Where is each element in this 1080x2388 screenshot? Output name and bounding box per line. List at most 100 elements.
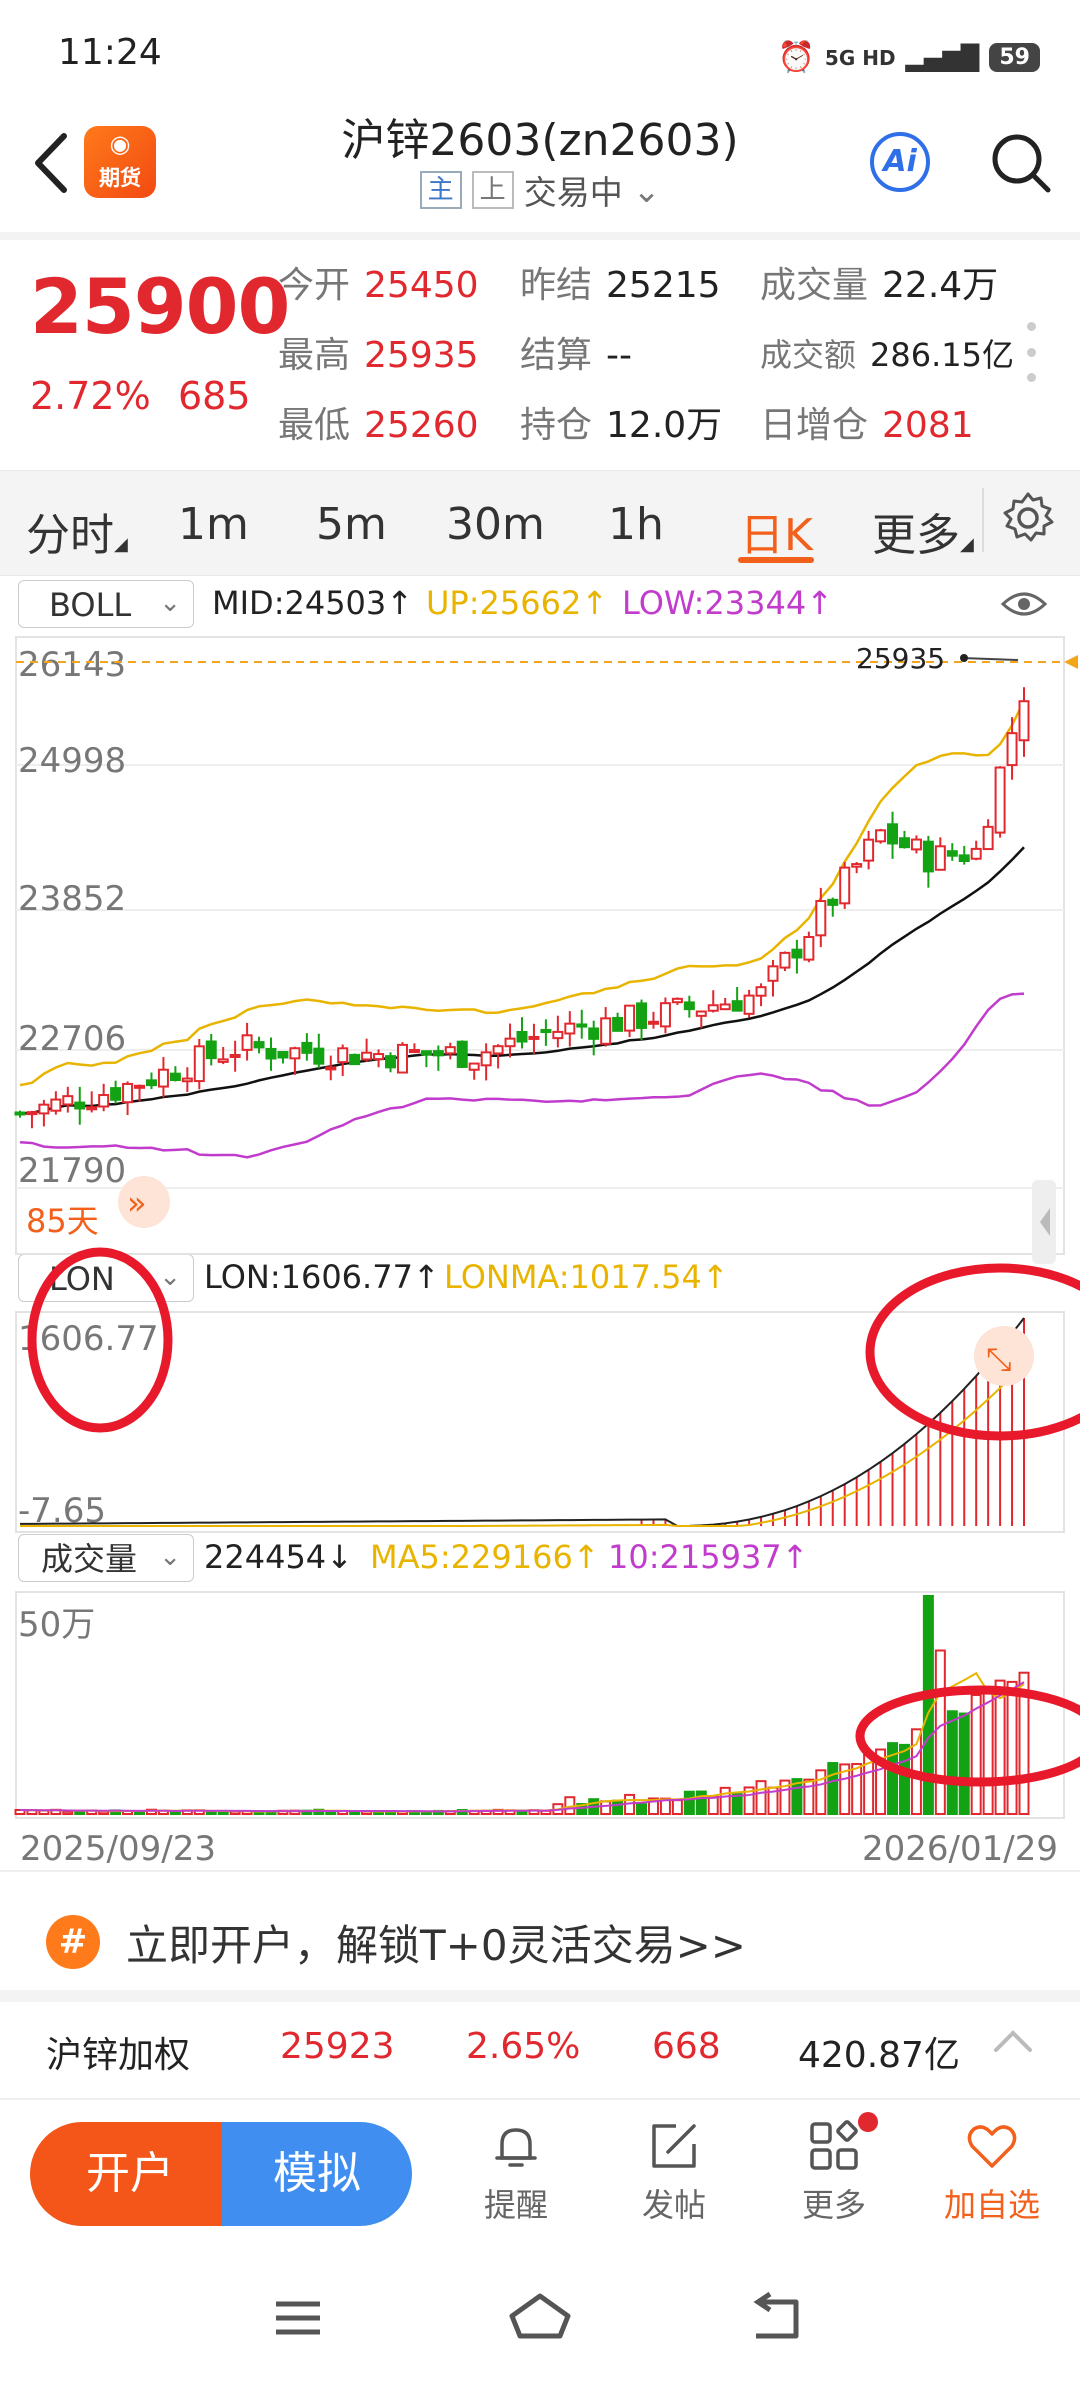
more-quote-icon[interactable] bbox=[1026, 322, 1036, 382]
quote-turnover: 成交额 286.15亿 bbox=[760, 336, 1014, 374]
expand-icon[interactable] bbox=[118, 1176, 170, 1228]
eye-icon[interactable] bbox=[1000, 588, 1048, 620]
tab-1m[interactable]: 1m bbox=[178, 499, 249, 550]
ai-assistant-button[interactable]: Ai bbox=[870, 132, 930, 192]
notification-dot bbox=[858, 2112, 878, 2132]
back-icon[interactable] bbox=[26, 128, 76, 198]
volume-bar bbox=[791, 1778, 803, 1816]
price-axis-tick: 23852 bbox=[18, 879, 126, 919]
chevron-up-icon[interactable] bbox=[988, 2020, 1038, 2060]
fullscreen-button[interactable] bbox=[974, 1326, 1034, 1386]
candle-body bbox=[373, 1053, 385, 1061]
candle-body bbox=[552, 1030, 564, 1040]
volume-value: 224454↓ bbox=[204, 1538, 353, 1576]
nav-post[interactable]: 发帖 bbox=[624, 2118, 724, 2226]
candle-body bbox=[289, 1047, 301, 1060]
volume-indicator-select[interactable]: 成交量 ⌄ bbox=[18, 1534, 194, 1582]
gear-icon[interactable] bbox=[1000, 490, 1056, 546]
candle-body bbox=[767, 965, 779, 982]
candle-body bbox=[26, 1111, 38, 1116]
price-axis-tick: 21790 bbox=[18, 1151, 126, 1191]
divider bbox=[0, 2098, 1080, 2100]
candle-body bbox=[74, 1101, 86, 1110]
nav-alert[interactable]: 提醒 bbox=[466, 2118, 566, 2226]
search-icon[interactable] bbox=[986, 128, 1056, 198]
lonma-value: LONMA:1017.54↑ bbox=[444, 1258, 729, 1296]
tab-more[interactable]: 更多◢ bbox=[872, 510, 974, 561]
lon-axis-top: 1606.77 bbox=[18, 1319, 159, 1359]
contract-status[interactable]: 主 上 交易中 ⌄ bbox=[0, 166, 1080, 214]
weighted-price: 25923 bbox=[280, 2026, 395, 2067]
candle-body bbox=[241, 1034, 253, 1051]
volume-axis-top: 50万 bbox=[18, 1605, 95, 1645]
candle-body bbox=[110, 1087, 122, 1101]
boll-up: UP:25662↑ bbox=[426, 584, 609, 622]
volume-ma5: MA5:229166↑ bbox=[370, 1538, 600, 1576]
candle-body bbox=[851, 863, 863, 868]
candle-body bbox=[301, 1041, 313, 1054]
boll-up-line bbox=[19, 700, 1026, 1087]
candle-body bbox=[253, 1041, 265, 1049]
nav-add-watchlist[interactable]: 加自选 bbox=[942, 2118, 1042, 2226]
candle-body bbox=[444, 1046, 456, 1055]
simulate-button[interactable]: 模拟 bbox=[222, 2122, 412, 2226]
candle-body bbox=[385, 1055, 397, 1069]
weighted-pct: 2.65% bbox=[466, 2026, 581, 2067]
tab-5m[interactable]: 5m bbox=[316, 499, 387, 550]
trade-status: 交易中 bbox=[523, 173, 623, 212]
back-nav-icon[interactable] bbox=[753, 2291, 799, 2339]
volume-bar bbox=[994, 1679, 1006, 1816]
lon-bars bbox=[640, 1318, 1025, 1526]
change-percent: 2.72% bbox=[30, 374, 151, 418]
kline-chart[interactable]: 26143 24998 23852 22706 21790 25935 85天 … bbox=[0, 630, 1080, 1870]
candle-body bbox=[277, 1050, 289, 1059]
open-account-promo[interactable]: 立即开户，解锁T+0灵活交易>> bbox=[126, 1921, 746, 1970]
date-end: 2026/01/29 bbox=[862, 1829, 1058, 1869]
candle-body bbox=[875, 829, 887, 843]
candle-body bbox=[38, 1103, 50, 1115]
candle-body bbox=[349, 1053, 361, 1066]
candle-body bbox=[922, 840, 934, 873]
boll-mid-line bbox=[19, 846, 1025, 1115]
tab-daily-k[interactable]: 日K bbox=[740, 510, 813, 561]
price-panel-frame bbox=[15, 636, 1065, 1255]
resize-icon: ⤡ bbox=[986, 1340, 1012, 1378]
tab-30m[interactable]: 30m bbox=[446, 499, 545, 550]
tab-intraday[interactable]: 分时◢ bbox=[26, 510, 128, 561]
double-chevron-icon: » bbox=[127, 1184, 147, 1222]
weighted-name: 沪锌加权 bbox=[46, 2035, 191, 2076]
edit-icon bbox=[652, 2124, 696, 2168]
candle-body bbox=[564, 1022, 576, 1035]
candle-body bbox=[516, 1030, 528, 1043]
candle-body bbox=[492, 1045, 504, 1055]
volume-bar bbox=[779, 1779, 791, 1815]
quote-open: 今开 25450 bbox=[278, 265, 479, 306]
candle-body bbox=[361, 1051, 373, 1061]
weighted-index-bar[interactable] bbox=[0, 2002, 1080, 2100]
signal-label: 5G HD bbox=[824, 45, 896, 70]
system-nav-bar bbox=[276, 2291, 799, 2339]
nav-more[interactable]: 更多 bbox=[784, 2118, 884, 2226]
volume-bar bbox=[898, 1743, 910, 1816]
candle-body bbox=[325, 1066, 337, 1071]
candle-body bbox=[432, 1050, 444, 1057]
menu-icon[interactable] bbox=[276, 2301, 320, 2335]
candle-body bbox=[934, 845, 946, 871]
candle-body bbox=[468, 1062, 480, 1071]
tab-1h[interactable]: 1h bbox=[608, 499, 664, 550]
lonma-line bbox=[20, 1363, 1025, 1527]
days-count-label: 85天 bbox=[26, 1202, 99, 1240]
annotation-circle bbox=[855, 1685, 1080, 1787]
volume-bars bbox=[14, 1595, 1030, 1816]
open-account-button[interactable]: 开户 bbox=[30, 2122, 230, 2226]
volume-bar bbox=[982, 1688, 994, 1816]
app-logo[interactable]: ◉ 期货 bbox=[84, 126, 156, 198]
home-icon[interactable] bbox=[509, 2293, 571, 2339]
annotation-circle bbox=[865, 1263, 1080, 1441]
volume-bar bbox=[612, 1799, 624, 1815]
candle-body bbox=[707, 1004, 719, 1012]
candle-body bbox=[157, 1068, 169, 1088]
main-indicator-select[interactable]: BOLL ⌄ bbox=[18, 580, 194, 628]
heart-icon bbox=[967, 2125, 1017, 2168]
candle-body bbox=[898, 837, 910, 849]
